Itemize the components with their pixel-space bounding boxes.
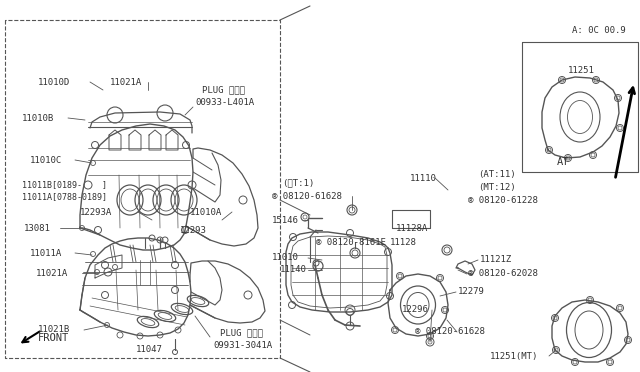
Text: ® 08120-61228: ® 08120-61228 [468,196,538,205]
Text: 12293A: 12293A [80,208,112,217]
Text: 11010A: 11010A [190,208,222,217]
Text: FRONT: FRONT [38,333,69,343]
Text: PLUG プラグ: PLUG プラグ [220,328,263,337]
Text: (MT:12): (MT:12) [478,183,516,192]
Text: 11010C: 11010C [30,155,62,164]
Text: AT: AT [557,157,570,167]
Text: 11011A[0788-0189]: 11011A[0788-0189] [22,192,107,202]
Text: 11011A: 11011A [30,248,62,257]
Text: 12293: 12293 [180,225,207,234]
Text: 11128: 11128 [390,237,417,247]
Text: 11010D: 11010D [38,77,70,87]
Text: PLUG プラグ: PLUG プラグ [202,86,245,94]
Text: 11021A: 11021A [36,269,68,278]
Text: ® 08120-61628: ® 08120-61628 [415,327,485,337]
Text: 11110: 11110 [410,173,437,183]
Text: 13081: 13081 [24,224,51,232]
Text: 11251: 11251 [568,65,595,74]
Text: ® 08120-8161E: ® 08120-8161E [316,237,386,247]
Text: 11021A: 11021A [110,77,142,87]
Text: 11047: 11047 [136,346,163,355]
Text: 00933-L401A: 00933-L401A [195,97,254,106]
Text: 12296: 12296 [402,305,429,314]
Text: 11251(MT): 11251(MT) [490,352,538,360]
Text: ® 08120-62028: ® 08120-62028 [468,269,538,279]
Text: 11021B: 11021B [38,326,70,334]
Text: 11010: 11010 [272,253,299,263]
Text: (AT:11): (AT:11) [478,170,516,179]
Text: 09931-3041A: 09931-3041A [213,340,272,350]
Text: 12279: 12279 [458,288,485,296]
Text: ® 08120-61628: ® 08120-61628 [272,192,342,201]
Text: A: 0C 00.9: A: 0C 00.9 [572,26,626,35]
Text: 11140: 11140 [280,266,307,275]
Text: 11010B: 11010B [22,113,54,122]
Text: 11011B[0189-    ]: 11011B[0189- ] [22,180,107,189]
Text: 15146: 15146 [272,215,299,224]
Text: (チT:1): (チT:1) [282,179,314,187]
Text: 11121Z: 11121Z [480,256,512,264]
Text: 11128A: 11128A [396,224,428,232]
